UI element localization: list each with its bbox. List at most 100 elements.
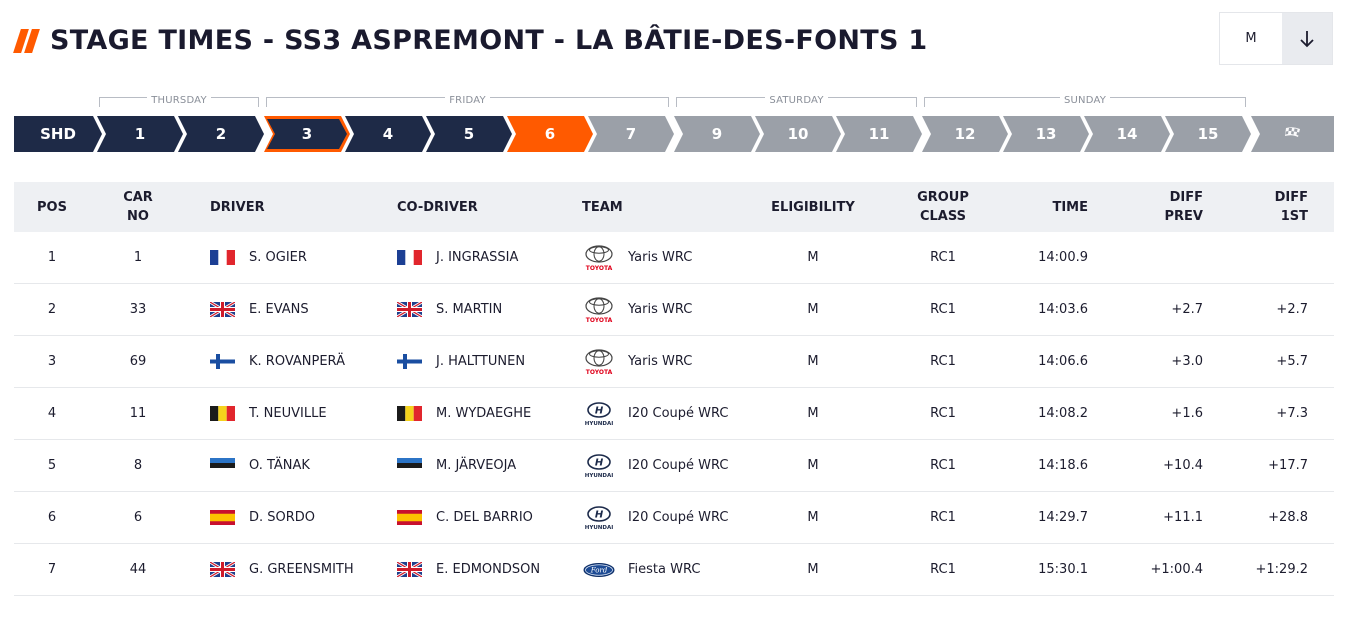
driver-cell[interactable]: G. GREENSMITH xyxy=(210,544,390,595)
class-filter-button[interactable]: M xyxy=(1220,13,1282,64)
driver-cell[interactable]: E. EVANS xyxy=(210,284,390,335)
brand-slash-icon xyxy=(13,27,40,53)
header-label: TIME xyxy=(1052,199,1088,215)
day-group-thursday: THURSDAY xyxy=(99,95,259,107)
header-label: CLASS xyxy=(919,209,966,224)
view-controls: M xyxy=(1219,12,1333,65)
driver-name: T. NEUVILLE xyxy=(249,406,327,421)
header-label: ELIGIBILITY xyxy=(771,199,855,215)
codriver-cell[interactable]: J. INGRASSIA xyxy=(397,232,577,283)
group-class-cell: RC1 xyxy=(930,406,956,421)
codriver-cell[interactable]: M. WYDAEGHE xyxy=(397,388,577,439)
diff-prev-cell: +10.4 xyxy=(1163,458,1203,473)
team-name: I20 Coupé WRC xyxy=(628,510,729,525)
car-number-cell: 33 xyxy=(129,302,147,317)
time-cell: 14:00.9 xyxy=(1038,250,1088,265)
time-cell: 14:06.6 xyxy=(1038,354,1088,369)
team-name: Yaris WRC xyxy=(628,250,693,265)
finland-flag-icon xyxy=(397,354,422,369)
stage-tab-9[interactable]: 9 xyxy=(674,116,760,152)
stage-tab-shd[interactable]: SHD xyxy=(14,116,102,152)
pos-cell: 6 xyxy=(47,510,57,525)
car-number-cell: 44 xyxy=(129,562,147,577)
stage-tab-13[interactable]: 13 xyxy=(1003,116,1089,152)
stage-tab-4[interactable]: 4 xyxy=(345,116,431,152)
group-class-cell: RC1 xyxy=(930,458,956,473)
stage-tab-15[interactable]: 15 xyxy=(1165,116,1251,152)
driver-cell[interactable]: T. NEUVILLE xyxy=(210,388,390,439)
stage-tab-finish[interactable] xyxy=(1251,116,1334,152)
day-group-friday: FRIDAY xyxy=(266,95,669,107)
team-cell: Ford Fiesta WRC xyxy=(582,544,762,595)
stage-tab-11[interactable]: 11 xyxy=(836,116,922,152)
col-diff-1st: DIFF 1ST xyxy=(1244,182,1308,232)
page-header: STAGE TIMES - SS3 ASPREMONT - LA BÂTIE-D… xyxy=(13,20,928,60)
diff-1st-cell: +1:29.2 xyxy=(1255,562,1309,577)
time-cell: 14:18.6 xyxy=(1038,458,1088,473)
diff-1st-cell: +28.8 xyxy=(1268,510,1308,525)
stage-times-table: POS CAR NO DRIVER CO-DRIVER TEAM ELIGIBIL… xyxy=(14,182,1334,596)
table-row: 6 6 D. SORDO C. DEL BARRIO H HYUNDAI I20 Coupé… xyxy=(14,492,1334,544)
hyundai-logo-icon: H HYUNDAI xyxy=(585,401,613,427)
stage-tab-7[interactable]: 7 xyxy=(588,116,674,152)
stage-tab-5[interactable]: 5 xyxy=(426,116,512,152)
toyota-logo-icon: TOYOTA xyxy=(585,244,613,271)
driver-name: D. SORDO xyxy=(249,510,316,525)
stage-label: 3 xyxy=(301,125,313,143)
diff-1st-cell: +7.3 xyxy=(1276,406,1308,421)
codriver-cell[interactable]: J. HALTTUNEN xyxy=(397,336,577,387)
stage-tab-6[interactable]: 6 xyxy=(507,116,593,152)
sort-button[interactable] xyxy=(1282,13,1332,64)
header-label: GROUP xyxy=(917,190,969,205)
col-eligibility: ELIGIBILITY xyxy=(763,182,863,232)
stage-tab-2[interactable]: 2 xyxy=(178,116,264,152)
diff-prev-cell: +2.7 xyxy=(1171,302,1203,317)
pos-cell: 4 xyxy=(47,406,57,421)
svg-text:H: H xyxy=(595,509,604,520)
eligibility-cell: M xyxy=(807,458,819,473)
codriver-cell[interactable]: C. DEL BARRIO xyxy=(397,492,577,543)
france-flag-icon xyxy=(210,250,235,265)
table-row: 4 11 T. NEUVILLE M. WYDAEGHE H HYUNDAI I20 Cou… xyxy=(14,388,1334,440)
codriver-cell[interactable]: S. MARTIN xyxy=(397,284,577,335)
stage-tab-3[interactable]: 3 xyxy=(264,116,350,152)
time-cell: 14:08.2 xyxy=(1038,406,1088,421)
stage-label: SHD xyxy=(40,125,76,143)
group-class-cell: RC1 xyxy=(930,302,956,317)
header-label: NO xyxy=(127,209,149,224)
team-name: Yaris WRC xyxy=(628,302,693,317)
table-row: 5 8 O. TÄNAK M. JÄRVEOJA H HYUNDAI I20 Coupé W… xyxy=(14,440,1334,492)
stage-tab-10[interactable]: 10 xyxy=(755,116,841,152)
driver-name: E. EVANS xyxy=(249,302,309,317)
diff-1st-cell: +5.7 xyxy=(1276,354,1308,369)
col-codriver: CO-DRIVER xyxy=(397,182,577,232)
codriver-name: M. WYDAEGHE xyxy=(436,406,532,421)
diff-1st-cell: +2.7 xyxy=(1276,302,1308,317)
stage-tab-12[interactable]: 12 xyxy=(922,116,1008,152)
header-label: TEAM xyxy=(582,199,623,215)
driver-cell[interactable]: S. OGIER xyxy=(210,232,390,283)
svg-text:HYUNDAI: HYUNDAI xyxy=(585,473,614,479)
day-group-saturday: SATURDAY xyxy=(676,95,917,107)
time-cell: 15:30.1 xyxy=(1038,562,1088,577)
day-label: SUNDAY xyxy=(1059,95,1111,106)
stage-tab-1[interactable]: 1 xyxy=(97,116,183,152)
table-row: 1 1 S. OGIER J. INGRASSIA TOYOTA Yaris WRC M RC… xyxy=(14,232,1334,284)
stage-label: 12 xyxy=(954,125,976,143)
team-cell: H HYUNDAI I20 Coupé WRC xyxy=(582,440,762,491)
eligibility-cell: M xyxy=(807,510,819,525)
team-name: I20 Coupé WRC xyxy=(628,458,729,473)
codriver-cell[interactable]: M. JÄRVEOJA xyxy=(397,440,577,491)
day-label: THURSDAY xyxy=(147,95,211,106)
driver-cell[interactable]: O. TÄNAK xyxy=(210,440,390,491)
driver-cell[interactable]: D. SORDO xyxy=(210,492,390,543)
col-car-no: CAR NO xyxy=(108,182,168,232)
stage-tab-14[interactable]: 14 xyxy=(1084,116,1170,152)
stage-label: 7 xyxy=(625,125,637,143)
team-cell: TOYOTA Yaris WRC xyxy=(582,232,762,283)
spain-flag-icon xyxy=(397,510,422,525)
time-cell: 14:29.7 xyxy=(1038,510,1088,525)
uk-flag-icon xyxy=(397,562,422,577)
codriver-cell[interactable]: E. EDMONDSON xyxy=(397,544,577,595)
driver-cell[interactable]: K. ROVANPERÄ xyxy=(210,336,390,387)
